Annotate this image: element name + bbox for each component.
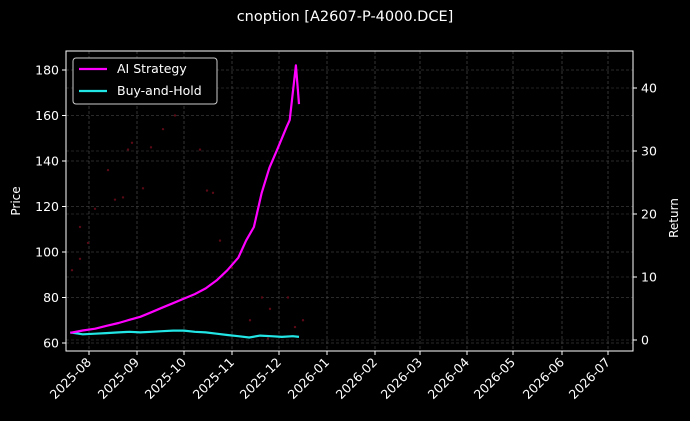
x-tick-label: 2025-09 xyxy=(95,354,143,402)
y-tick-label-left: 120 xyxy=(35,199,59,214)
y-axis-left: 60 80 100 120 140 160 180 xyxy=(35,63,66,351)
line-buy-and-hold xyxy=(70,329,300,339)
x-tick-label: 2026-01 xyxy=(285,355,333,403)
price-point xyxy=(266,337,270,340)
x-tick-label: 2026-04 xyxy=(425,354,473,402)
chart-title: cnoption [A2607-P-4000.DCE] xyxy=(236,9,454,25)
x-axis: 2025-08 2025-09 2025-10 2025-11 2025-12 2026-… xyxy=(47,351,614,403)
price-point xyxy=(205,189,209,192)
price-point xyxy=(293,325,297,329)
price-point xyxy=(149,146,153,149)
price-point xyxy=(230,266,234,270)
price-point xyxy=(173,114,177,117)
price-point xyxy=(106,168,110,172)
y-tick-label-left: 100 xyxy=(35,245,59,260)
legend: AI Strategy Buy-and-Hold xyxy=(72,57,218,105)
x-tick-label: 2026-07 xyxy=(566,355,614,403)
price-point xyxy=(301,319,305,322)
y-axis-right-label: Return xyxy=(667,198,681,238)
price-point xyxy=(78,225,82,229)
y-tick-label-left: 140 xyxy=(35,154,59,169)
x-tick-label: 2026-02 xyxy=(333,355,381,403)
y-tick-label-left: 160 xyxy=(35,108,59,123)
x-tick-label: 2026-06 xyxy=(520,354,568,402)
x-tick-label: 2026-03 xyxy=(378,355,426,403)
price-point xyxy=(198,148,202,151)
series-lines xyxy=(70,64,301,339)
y-axis-left-label: Price xyxy=(9,186,23,215)
price-point xyxy=(70,269,74,272)
price-scatter xyxy=(70,114,305,340)
x-tick-label: 2026-05 xyxy=(471,355,519,403)
price-point xyxy=(268,307,272,311)
x-tick-label: 2025-10 xyxy=(142,354,190,402)
y-tick-label-right: 20 xyxy=(641,207,657,222)
y-tick-label-left: 60 xyxy=(43,336,59,351)
x-tick-label: 2025-12 xyxy=(237,355,285,403)
price-point xyxy=(161,127,165,131)
price-point xyxy=(86,241,90,245)
price-point xyxy=(286,296,290,299)
price-point xyxy=(130,141,134,144)
line-ai-strategy xyxy=(70,64,301,334)
y-tick-label-left: 80 xyxy=(43,290,59,305)
y-tick-label-right: 0 xyxy=(641,333,649,348)
plot-frame xyxy=(65,50,634,352)
legend-box xyxy=(72,57,218,105)
y-tick-label-right: 10 xyxy=(641,270,657,285)
x-tick-label: 2025-08 xyxy=(47,354,95,402)
price-point xyxy=(126,148,130,151)
legend-label-buy-and-hold: Buy-and-Hold xyxy=(117,83,202,98)
y-tick-label-right: 30 xyxy=(641,144,657,159)
price-point xyxy=(218,239,222,242)
price-point xyxy=(260,296,264,299)
price-point xyxy=(141,187,145,190)
price-point xyxy=(78,257,82,261)
price-point xyxy=(248,319,252,322)
price-point xyxy=(113,198,117,201)
price-point xyxy=(211,191,215,195)
y-tick-label-right: 40 xyxy=(641,81,657,96)
legend-label-ai-strategy: AI Strategy xyxy=(117,61,187,76)
x-tick-label: 2025-11 xyxy=(190,355,238,403)
grid-lines xyxy=(66,51,633,351)
y-tick-label-left: 180 xyxy=(35,63,59,78)
price-point xyxy=(93,207,97,210)
price-point xyxy=(121,196,125,199)
y-axis-right: 0 10 20 30 40 xyxy=(633,81,657,348)
